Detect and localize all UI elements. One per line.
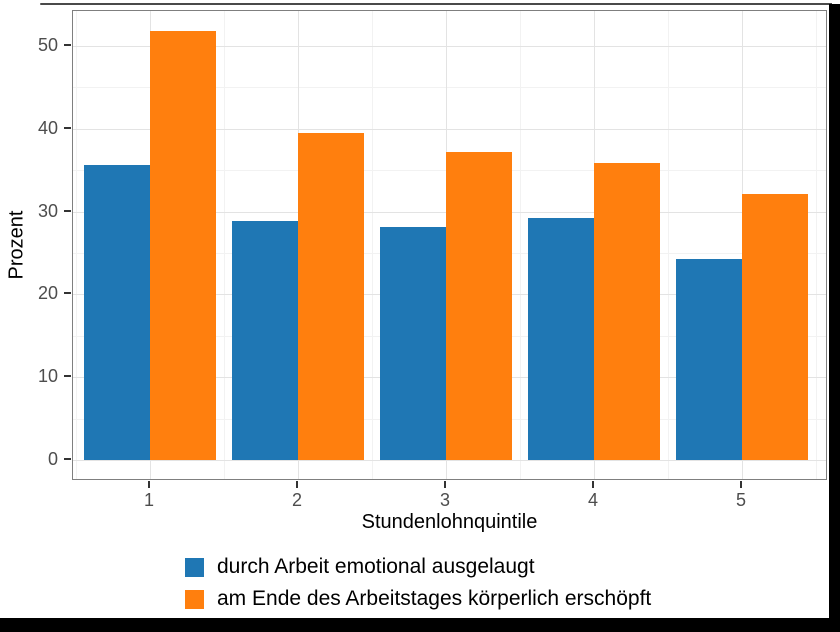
gridline-major-h: [73, 460, 826, 461]
y-tick-label: 0: [47, 449, 58, 469]
y-tick-mark: [64, 126, 71, 129]
window-frame-right: [829, 4, 840, 632]
legend-item-orange: am Ende des Arbeitstages körperlich ersc…: [185, 583, 651, 615]
gridline-major-h: [73, 46, 826, 47]
x-tick-mark: [592, 481, 594, 488]
y-tick-mark: [64, 375, 71, 378]
y-tick-mark: [64, 458, 71, 460]
y-tick-label: 50: [37, 35, 58, 55]
bar-series0-cat4: [528, 218, 594, 460]
gridline-minor-v: [520, 11, 521, 479]
gridline-minor-v: [224, 11, 225, 479]
legend-label-orange: am Ende des Arbeitstages körperlich ersc…: [217, 587, 652, 610]
gridline-major-h: [73, 128, 826, 130]
bar-series1-cat2: [298, 132, 364, 460]
bar-series0-cat5: [676, 258, 742, 460]
bar-series0-cat2: [232, 220, 298, 460]
x-tick-label: 2: [291, 490, 302, 510]
x-tick-mark: [296, 481, 298, 488]
x-tick-label: 1: [143, 490, 154, 510]
bar-series0-cat3: [380, 227, 446, 460]
legend-swatch-orange: [185, 589, 204, 609]
y-tick-label: 20: [37, 283, 58, 304]
x-tick-label: 4: [587, 490, 598, 510]
y-tick-mark: [64, 292, 71, 295]
x-axis-title: Stundenlohnquintile: [361, 511, 538, 533]
y-tick-mark: [64, 44, 71, 46]
x-tick-label: 3: [439, 490, 450, 510]
legend-label-blue: durch Arbeit emotional ausgelaugt: [217, 555, 535, 578]
x-tick-mark: [740, 481, 742, 488]
gridline-minor-v: [372, 11, 373, 479]
y-axis-title-text: Prozent: [5, 210, 28, 280]
y-axis-title: Prozent: [2, 10, 32, 480]
bar-series1-cat4: [594, 162, 660, 460]
y-tick-label: 40: [37, 117, 58, 138]
bar-series1-cat5: [742, 194, 808, 460]
gridline-minor-h: [73, 87, 826, 89]
bar-series1-cat1: [150, 31, 216, 460]
x-tick-mark: [444, 481, 446, 488]
legend-swatch-blue: [185, 557, 204, 577]
gridline-minor-v: [668, 11, 669, 479]
gridline-minor-v: [816, 11, 817, 479]
x-tick-mark: [148, 481, 150, 488]
y-tick-label: 30: [37, 200, 58, 221]
window-frame-bottom: [0, 618, 840, 632]
bar-series0-cat1: [84, 165, 150, 460]
y-tick-label: 10: [37, 366, 58, 387]
bar-series1-cat3: [446, 151, 512, 460]
gridline-minor-v: [76, 11, 77, 479]
window-frame-top: [40, 3, 832, 5]
y-tick-mark: [64, 209, 71, 212]
plot-panel: [72, 10, 827, 480]
x-tick-label: 5: [735, 490, 746, 510]
legend-item-blue: durch Arbeit emotional ausgelaugt: [185, 551, 651, 583]
legend: durch Arbeit emotional ausgelaugt am End…: [185, 551, 651, 615]
